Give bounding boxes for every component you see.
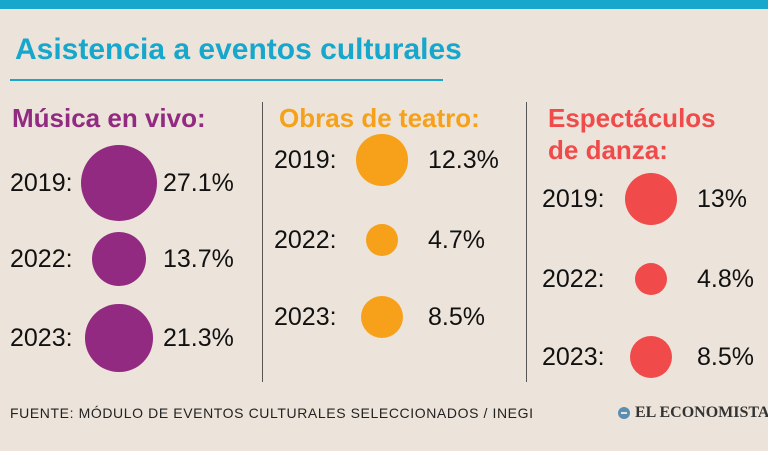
source-note: FUENTE: MÓDULO DE EVENTOS CULTURALES SEL… — [10, 405, 534, 421]
value-label: 21.3% — [163, 324, 234, 352]
bubble-espectaculos-de-danza-2022 — [635, 263, 667, 295]
value-label: 12.3% — [428, 146, 499, 174]
value-label: 13% — [697, 185, 748, 213]
publisher-logo: EL ECONOMISTA — [618, 404, 768, 422]
year-label: 2022: — [10, 245, 73, 273]
section-title-espectaculos-de-danza: Espectáculos de danza: — [548, 103, 716, 165]
value-label: 8.5% — [428, 303, 485, 331]
top-accent-bar — [0, 0, 768, 9]
bubble-musica-en-vivo-2023 — [85, 304, 153, 372]
value-label: 4.8% — [697, 265, 754, 293]
year-label: 2023: — [542, 343, 605, 371]
value-label: 4.7% — [428, 226, 485, 254]
year-label: 2023: — [274, 303, 337, 331]
section-divider — [526, 102, 527, 382]
bubble-obras-de-teatro-2022 — [366, 224, 398, 256]
section-title-obras-de-teatro: Obras de teatro: — [279, 103, 480, 133]
year-label: 2023: — [10, 324, 73, 352]
bubble-musica-en-vivo-2019 — [81, 145, 157, 221]
bubble-espectaculos-de-danza-2019 — [624, 172, 678, 226]
value-label: 8.5% — [697, 343, 754, 371]
year-label: 2022: — [274, 226, 337, 254]
year-label: 2022: — [542, 265, 605, 293]
year-label: 2019: — [10, 169, 73, 197]
year-label: 2019: — [542, 185, 605, 213]
section-title-musica-en-vivo: Música en vivo: — [12, 103, 206, 133]
publisher-name: EL ECONOMISTA — [635, 404, 768, 421]
year-label: 2019: — [274, 146, 337, 174]
bubble-espectaculos-de-danza-2023 — [629, 335, 673, 379]
bubble-obras-de-teatro-2019 — [356, 134, 408, 186]
title-underline — [10, 79, 443, 81]
bubble-obras-de-teatro-2023 — [360, 295, 404, 339]
section-divider — [262, 102, 263, 382]
value-label: 27.1% — [163, 169, 234, 197]
page-title: Asistencia a eventos culturales — [15, 33, 462, 66]
publisher-icon — [618, 407, 630, 419]
value-label: 13.7% — [163, 245, 234, 273]
bubble-musica-en-vivo-2022 — [91, 231, 146, 286]
